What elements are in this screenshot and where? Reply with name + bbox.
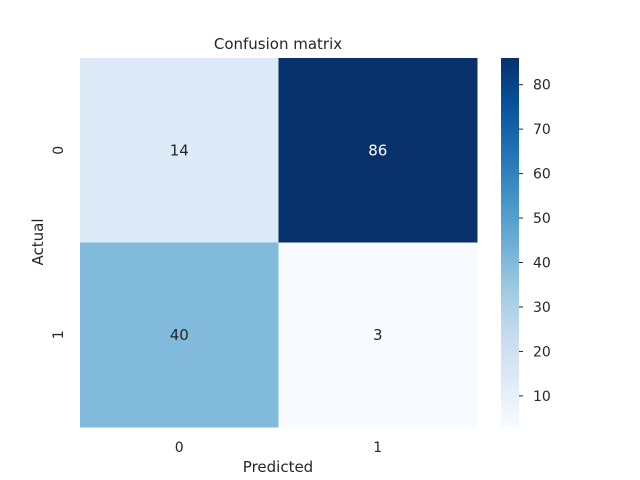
heatmap-cell	[278, 242, 478, 428]
y-tick-label: 1	[51, 330, 67, 339]
heatmap-cell	[278, 58, 478, 243]
chart-title: Confusion matrix	[214, 35, 342, 53]
heatmap-cell	[80, 58, 279, 243]
colorbar-tick-label: 70	[533, 122, 551, 138]
x-tick-label: 1	[373, 440, 382, 456]
colorbar	[501, 58, 519, 427]
cell-value-label: 86	[368, 141, 387, 159]
colorbar-tick-label: 80	[533, 78, 551, 94]
y-tick-labels: 01	[51, 146, 67, 339]
y-tick-label: 0	[51, 146, 67, 155]
x-tick-label: 0	[175, 440, 184, 456]
colorbar-tick-label: 10	[533, 389, 551, 405]
heatmap-cells: 14 86 40 3	[80, 58, 478, 428]
heatmap-cell	[80, 242, 279, 428]
colorbar-tick-label: 30	[533, 300, 551, 316]
colorbar-tick-label: 20	[533, 344, 551, 360]
colorbar-ticks: 10 20 30 40 50 60 70 80	[519, 78, 551, 405]
colorbar-tick-label: 60	[533, 167, 551, 183]
cell-value-label: 3	[373, 326, 383, 344]
colorbar-tick-label: 50	[533, 211, 551, 227]
cell-value-label: 40	[170, 326, 189, 344]
cell-value-label: 14	[170, 141, 189, 159]
x-axis-label: Predicted	[243, 458, 313, 476]
colorbar-tick-label: 40	[533, 256, 551, 272]
y-axis-label: Actual	[29, 219, 47, 266]
